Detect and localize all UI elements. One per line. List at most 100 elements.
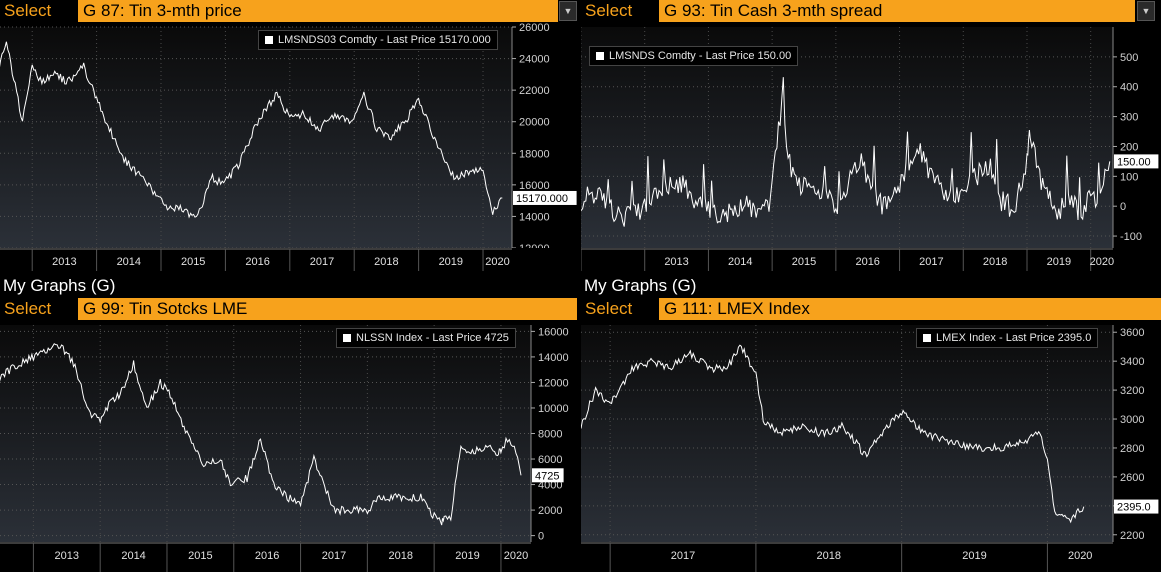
my-graphs-caption: My Graphs (G) (3, 276, 116, 295)
x-tick-label: 2014 (728, 256, 752, 268)
y-tick-label: 300 (1120, 112, 1138, 124)
select-button[interactable]: Select (581, 0, 657, 22)
last-price-tag (1114, 499, 1159, 514)
y-tick-label: 3200 (1120, 385, 1144, 397)
chevron-down-icon[interactable]: ▼ (559, 1, 577, 21)
y-tick-label: 0 (1120, 201, 1126, 213)
plot-area (0, 325, 531, 542)
legend-text: NLSSN Index - Last Price 4725 (356, 332, 509, 344)
x-tick-label: 2015 (792, 256, 816, 268)
x-tick-label: 2019 (455, 550, 479, 562)
y-tick-label: 12000 (538, 377, 569, 389)
legend-text: LMEX Index - Last Price 2395.0 (936, 332, 1092, 344)
x-axis-band (0, 248, 577, 271)
x-axis-band (581, 542, 1161, 572)
x-tick-label: 2017 (322, 550, 346, 562)
select-button[interactable]: Select (0, 0, 76, 22)
graph-title[interactable]: G 111: LMEX Index (659, 298, 1161, 320)
graph-title[interactable]: G 93: Tin Cash 3-mth spread (659, 0, 1135, 22)
graph-title[interactable]: G 87: Tin 3-mth price (78, 0, 558, 22)
chart-canvas: -100 0 100 200 300 400 500 150.00 2013 2014 2015 20… (581, 27, 1161, 271)
graph-title[interactable]: G 99: Tin Sotcks LME (78, 298, 577, 320)
y-tick-label: 14000 (519, 211, 550, 223)
last-price-label: 2395.0 (1117, 502, 1151, 514)
y-tick-label: 2800 (1120, 443, 1144, 455)
x-axis-band (0, 542, 577, 572)
x-tick-label: 2017 (671, 550, 695, 562)
x-tick-label: 2015 (188, 550, 212, 562)
x-tick-label: 2013 (664, 256, 688, 268)
y-tick-label: 4000 (538, 480, 562, 492)
x-tick-label: 2018 (817, 550, 841, 562)
y-tick-label: 3400 (1120, 356, 1144, 368)
chart-canvas: 1200014000160001800020000220002400026000… (0, 22, 577, 271)
y-tick-label: 400 (1120, 82, 1138, 94)
y-tick-label: 20000 (519, 117, 550, 129)
chart-panel-lmex: My Graphs (G) Select G 111: LMEX Index 2… (581, 275, 1161, 572)
x-tick-label: 2018 (374, 256, 398, 268)
legend-swatch (923, 334, 931, 343)
chevron-down-icon[interactable]: ▼ (1137, 1, 1155, 21)
series-line (0, 41, 503, 219)
y-tick-label: 6000 (538, 454, 562, 466)
chart-legend: NLSSN Index - Last Price 4725 (336, 328, 516, 348)
x-tick-label: 2020 (1068, 550, 1092, 562)
panel-header: Select G 99: Tin Sotcks LME (0, 298, 577, 320)
x-tick-label: 2020 (504, 550, 528, 562)
panel-header: Select G 111: LMEX Index (581, 298, 1161, 320)
x-tick-label: 2016 (855, 256, 879, 268)
x-tick-label: 2017 (310, 256, 334, 268)
chart-panel-tin-spread: Select G 93: Tin Cash 3-mth spread ▼ -10… (581, 0, 1161, 271)
y-tick-label: 3600 (1120, 327, 1144, 339)
select-button[interactable]: Select (0, 298, 76, 320)
x-tick-label: 2014 (117, 256, 141, 268)
legend-swatch (343, 334, 351, 343)
y-tick-label: 10000 (538, 403, 569, 415)
x-tick-label: 2013 (52, 256, 76, 268)
y-tick-label: 14000 (538, 352, 569, 364)
y-tick-label: 8000 (538, 429, 562, 441)
series-line (581, 77, 1111, 227)
y-tick-label: 2000 (538, 505, 562, 517)
x-tick-label: 2019 (962, 550, 986, 562)
x-tick-label: 2019 (439, 256, 463, 268)
y-tick-label: 3000 (1120, 414, 1144, 426)
y-tick-label: 500 (1120, 52, 1138, 64)
last-price-tag (532, 468, 564, 483)
y-tick-label: 200 (1120, 141, 1138, 153)
y-tick-label: 22000 (519, 85, 550, 97)
x-tick-label: 2018 (983, 256, 1007, 268)
x-tick-label: 2020 (1090, 256, 1114, 268)
legend-text: LMSNDS Comdty - Last Price 150.00 (609, 50, 792, 62)
y-tick-label: 16000 (519, 180, 550, 192)
x-tick-label: 2015 (181, 256, 205, 268)
x-axis-band (581, 248, 1161, 271)
y-tick-label: 100 (1120, 171, 1138, 183)
x-tick-label: 2014 (121, 550, 145, 562)
x-tick-label: 2018 (389, 550, 413, 562)
x-tick-label: 2016 (255, 550, 279, 562)
y-tick-label: 26000 (519, 22, 550, 34)
panel-header: Select G 87: Tin 3-mth price ▼ (0, 0, 577, 22)
last-price-label: 4725 (535, 470, 559, 482)
panel-header: Select G 93: Tin Cash 3-mth spread ▼ (581, 0, 1161, 22)
chart-canvas: 220024002600280030003200340036002395.020… (581, 325, 1161, 572)
y-tick-label: 2200 (1120, 530, 1144, 542)
y-tick-label: 0 (538, 531, 544, 543)
x-tick-label: 2016 (245, 256, 269, 268)
legend-swatch (596, 52, 604, 61)
last-price-tag (513, 190, 577, 205)
y-tick-label: 2600 (1120, 472, 1144, 484)
my-graphs-caption: My Graphs (G) (584, 276, 697, 295)
select-button[interactable]: Select (581, 298, 657, 320)
series-line (0, 343, 522, 526)
legend-text: LMSNDS03 Comdty - Last Price 15170.000 (278, 34, 491, 46)
y-tick-label: 24000 (519, 54, 550, 66)
y-tick-label: 18000 (519, 148, 550, 160)
x-tick-label: 2013 (55, 550, 79, 562)
y-tick-label: 16000 (538, 326, 569, 338)
last-price-tag (1114, 154, 1159, 169)
chart-legend: LMEX Index - Last Price 2395.0 (916, 328, 1099, 348)
y-tick-label: -100 (1120, 231, 1142, 243)
last-price-label: 150.00 (1117, 156, 1151, 168)
